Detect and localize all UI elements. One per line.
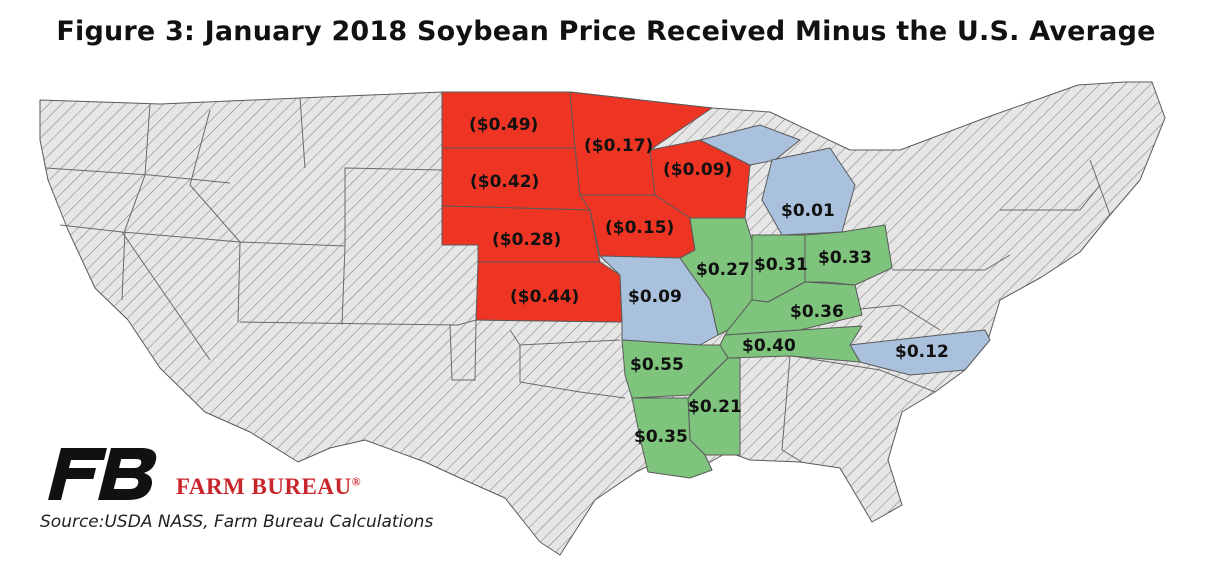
state-IL — [679, 217, 753, 336]
source-note: Source:USDA NASS, Farm Bureau Calculatio… — [40, 512, 434, 532]
label-MO: $0.09 — [628, 287, 682, 307]
registered-mark: ® — [351, 474, 362, 489]
label-KS: ($0.44) — [510, 287, 579, 307]
label-SD: ($0.42) — [470, 172, 539, 192]
state-KY — [724, 281, 863, 336]
label-MS: $0.21 — [688, 397, 742, 417]
no-data-state-borders — [45, 97, 1111, 463]
label-TN: $0.40 — [742, 336, 796, 356]
label-KY: $0.36 — [790, 302, 844, 322]
label-OH: $0.33 — [818, 248, 872, 268]
state-LA — [631, 397, 713, 479]
label-MI: $0.01 — [781, 201, 835, 221]
label-IA: ($0.15) — [605, 218, 674, 238]
state-MI-upper — [699, 124, 801, 166]
label-NE: ($0.28) — [492, 230, 561, 250]
label-WI: ($0.09) — [663, 160, 732, 180]
map-title: Figure 3: January 2018 Soybean Price Rec… — [56, 16, 1156, 47]
label-ND: ($0.49) — [469, 115, 538, 135]
farm-bureau-logo — [48, 448, 157, 500]
label-IN: $0.31 — [754, 255, 808, 275]
label-NC: $0.12 — [895, 342, 949, 362]
brand-name: FARM BUREAU® — [176, 474, 361, 500]
label-AR: $0.55 — [630, 355, 684, 375]
label-LA: $0.35 — [634, 427, 688, 447]
label-MN: ($0.17) — [584, 136, 653, 156]
brand-text: FARM BUREAU — [176, 474, 352, 499]
label-IL: $0.27 — [696, 260, 750, 280]
